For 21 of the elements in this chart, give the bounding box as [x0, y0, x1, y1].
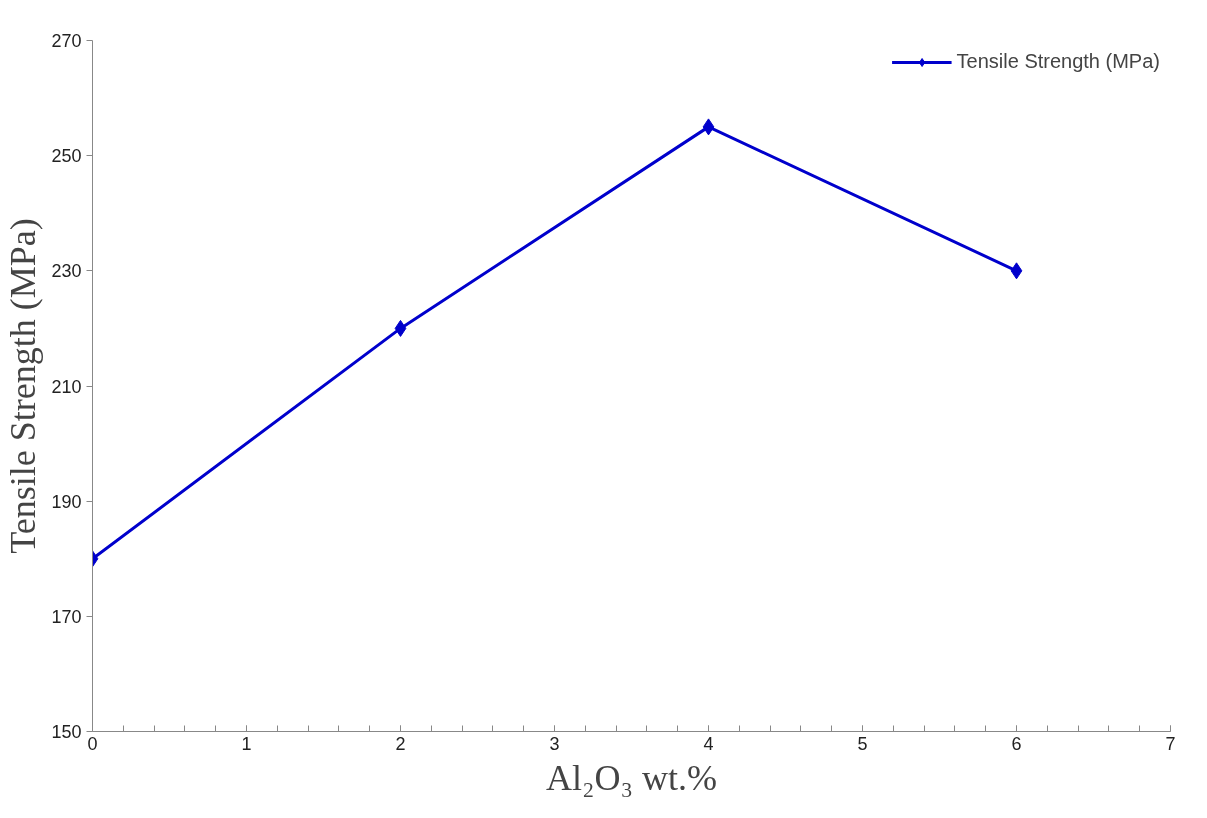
x-tick-label: 0	[87, 733, 98, 754]
y-tick-label: 270	[51, 31, 82, 51]
point	[702, 118, 715, 136]
y-axis-title: Tensile Strength (MPa)	[3, 218, 44, 554]
y-tick-label: 230	[51, 261, 82, 282]
y-tick-label: 210	[51, 376, 82, 397]
x-tick-label: 4	[703, 733, 714, 754]
y-tick-label: 150	[51, 722, 82, 742]
y-tick-label: 190	[51, 491, 82, 512]
legend-label: Tensile Strength (MPa)	[956, 50, 1160, 73]
x-tick-label: 7	[1165, 733, 1176, 754]
y-tick-label: 250	[51, 146, 82, 167]
point	[394, 319, 407, 337]
x-tick-label: 1	[241, 733, 252, 754]
x-tick-label: 5	[857, 733, 868, 754]
y-tick-label: 170	[51, 606, 82, 627]
x-axis-title: Al₂O₃ wt.%	[545, 757, 718, 798]
x-tick-label: 3	[549, 733, 560, 754]
x-tick-label: 2	[395, 733, 406, 754]
x-tick-label: 6	[1011, 733, 1022, 754]
point	[1010, 262, 1023, 280]
